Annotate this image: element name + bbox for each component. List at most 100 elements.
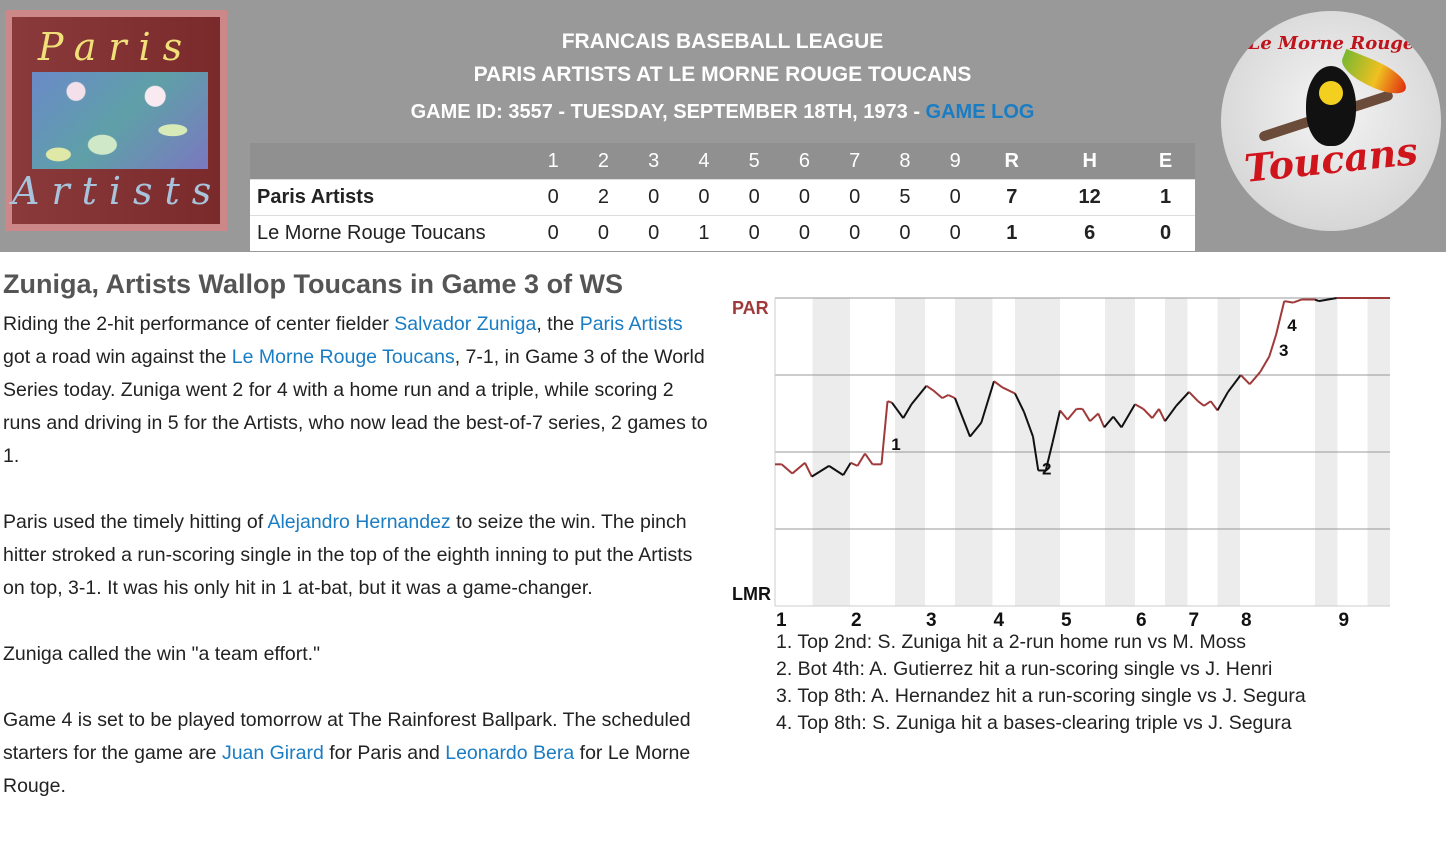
hits: 6	[1043, 215, 1137, 251]
event-annotation: 3	[1279, 341, 1288, 360]
player-team-link[interactable]: Leonardo Bera	[445, 742, 575, 764]
inning-tick-label: 4	[994, 610, 1005, 630]
col-runs: R	[980, 143, 1044, 180]
player-team-link[interactable]: Juan Girard	[221, 742, 324, 764]
win-probability-segment	[781, 463, 793, 475]
paris-artists-logo[interactable]: Paris Artists	[5, 10, 227, 231]
win-probability-segment	[1103, 415, 1115, 429]
event-annotation: 1	[891, 435, 900, 454]
win-probability-segment	[993, 380, 1003, 389]
recap-paragraph: Riding the 2-hit performance of center f…	[3, 308, 713, 473]
win-probability-segment	[925, 384, 934, 392]
win-probability-segment	[969, 422, 983, 438]
logo-word-paris: Paris	[37, 25, 195, 69]
win-probability-segment	[791, 462, 806, 475]
chart-notes: 1. Top 2nd: S. Zuniga hit a 2-run home r…	[776, 629, 1306, 737]
inning-tick-label: 2	[851, 610, 862, 630]
inning-score: 2	[578, 179, 629, 216]
event-annotation: 4	[1287, 316, 1297, 335]
inning-score: 0	[829, 215, 880, 251]
win-probability-segment	[864, 452, 874, 465]
win-probability-segment	[1120, 403, 1136, 428]
inning-score: 0	[628, 179, 679, 216]
recap-text: , the	[536, 313, 580, 335]
win-probability-segment	[1197, 400, 1205, 407]
col-6: 6	[779, 143, 830, 180]
runs: 7	[980, 179, 1044, 216]
col-4: 4	[678, 143, 729, 180]
win-probability-segment	[947, 394, 956, 400]
inning-score: 0	[879, 215, 930, 251]
win-probability-segment	[1001, 386, 1016, 395]
win-probability-segment	[1203, 400, 1212, 407]
chart-note: 1. Top 2nd: S. Zuniga hit a 2-run home r…	[776, 631, 1247, 653]
player-team-link[interactable]: Alejandro Hernandez	[267, 511, 451, 533]
errors: 0	[1136, 215, 1195, 251]
win-probability-segment	[1097, 413, 1106, 428]
inning-tick-label: 5	[1061, 610, 1072, 630]
inning-tick-label: 1	[776, 610, 787, 630]
win-probability-segment	[842, 462, 852, 476]
hits: 12	[1043, 179, 1137, 216]
inning-score: 0	[779, 179, 830, 216]
col-7: 7	[829, 143, 880, 180]
inning-score: 0	[779, 215, 830, 251]
recap-paragraph: Paris used the timely hitting of Alejand…	[3, 506, 713, 605]
win-probability-segment	[811, 465, 830, 478]
inning-score: 0	[930, 179, 981, 216]
win-probability-segment	[804, 462, 813, 478]
win-probability-segment	[856, 453, 866, 467]
game-log-link[interactable]: GAME LOG	[925, 101, 1035, 123]
line-score-table: 1 2 3 4 5 6 7 8 9 R H E Paris Artists 0 …	[250, 143, 1195, 251]
win-probability-segment	[1134, 403, 1144, 410]
toucans-logo[interactable]: Le Morne Rouge Toucans	[1221, 11, 1441, 231]
home-team-row: Le Morne Rouge Toucans 0 0 0 1 0 0 0 0 0…	[250, 215, 1195, 251]
inning-score: 0	[528, 215, 579, 251]
win-probability-segment	[1023, 411, 1034, 437]
win-probability-segment	[1059, 409, 1069, 421]
win-probability-segment	[902, 403, 913, 419]
inning-score: 5	[879, 179, 930, 216]
score-header-row: 1 2 3 4 5 6 7 8 9 R H E	[250, 143, 1195, 180]
win-probability-segment	[1164, 405, 1178, 422]
toucan-graphic	[1306, 66, 1356, 146]
win-probability-segment	[850, 461, 858, 467]
win-probability-segment	[1268, 334, 1277, 357]
errors: 1	[1136, 179, 1195, 216]
event-annotation: 2	[1042, 459, 1051, 478]
recap-paragraph: Game 4 is set to be played tomorrow at T…	[3, 704, 713, 803]
recap-paragraph: Zuniga called the win "a team effort."	[3, 638, 713, 671]
win-probability-segment	[1142, 408, 1153, 419]
recap-text: , 7-1, in Game 3 of the World Series tod…	[3, 346, 708, 467]
win-probability-segment	[941, 394, 949, 399]
matchup-title: PARIS ARTISTS AT LE MORNE ROUGE TOUCANS	[473, 63, 972, 86]
win-probability-segment	[887, 400, 893, 404]
col-5: 5	[729, 143, 780, 180]
win-probability-segment	[1158, 408, 1166, 422]
chart-note: 4. Top 8th: S. Zuniga hit a bases-cleari…	[776, 712, 1292, 734]
player-team-link[interactable]: Paris Artists	[579, 313, 683, 335]
win-probability-segment	[1151, 408, 1160, 419]
win-probability-segment	[1014, 393, 1025, 413]
col-1: 1	[528, 143, 579, 180]
inning-score: 0	[678, 179, 729, 216]
player-team-link[interactable]: Salvador Zuniga	[394, 313, 537, 335]
recap-text: got a road win against the	[3, 346, 232, 368]
win-probability-segment	[1314, 298, 1320, 303]
win-probability-segment	[954, 397, 971, 437]
player-team-link[interactable]: Le Morne Rouge Toucans	[231, 346, 455, 368]
inning-tick-label: 8	[1241, 610, 1252, 630]
bottom-team-label: LMR	[732, 584, 771, 604]
win-probability-segment	[1259, 356, 1271, 373]
team-name: Le Morne Rouge Toucans	[250, 215, 528, 251]
win-probability-segment	[1188, 391, 1199, 402]
recap-text: Zuniga called the win "a team effort."	[3, 643, 320, 665]
runs: 1	[980, 215, 1044, 251]
col-2: 2	[578, 143, 629, 180]
recap-text: to seize the win. The pinch hitter strok…	[3, 511, 693, 599]
toucan-chest	[1319, 81, 1343, 105]
win-probability-segment	[1081, 408, 1091, 422]
win-probability-segment	[880, 401, 889, 465]
win-probability-segment	[891, 402, 905, 419]
logo-word-le-morne-rouge: Le Morne Rouge	[1247, 33, 1415, 54]
